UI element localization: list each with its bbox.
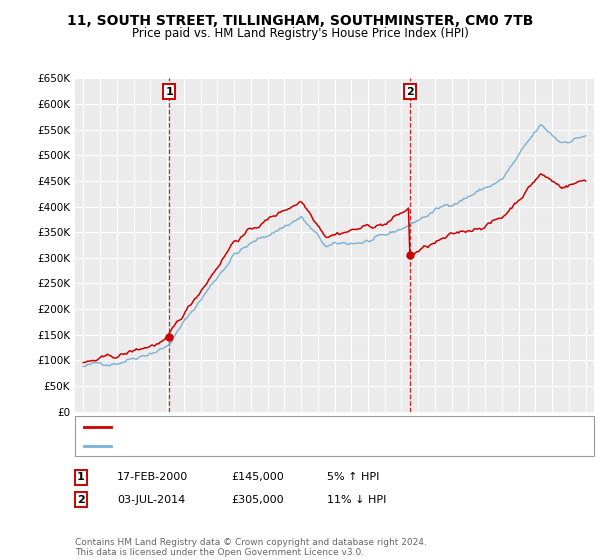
Text: £145,000: £145,000 xyxy=(231,472,284,482)
Text: 11% ↓ HPI: 11% ↓ HPI xyxy=(327,494,386,505)
Text: 11, SOUTH STREET, TILLINGHAM, SOUTHMINSTER, CM0 7TB (detached house): 11, SOUTH STREET, TILLINGHAM, SOUTHMINST… xyxy=(115,422,521,432)
Text: 11, SOUTH STREET, TILLINGHAM, SOUTHMINSTER, CM0 7TB: 11, SOUTH STREET, TILLINGHAM, SOUTHMINST… xyxy=(67,14,533,28)
Text: Price paid vs. HM Land Registry's House Price Index (HPI): Price paid vs. HM Land Registry's House … xyxy=(131,27,469,40)
Text: 2: 2 xyxy=(77,494,85,505)
Text: £305,000: £305,000 xyxy=(231,494,284,505)
Text: 1: 1 xyxy=(77,472,85,482)
Text: 17-FEB-2000: 17-FEB-2000 xyxy=(117,472,188,482)
Text: Contains HM Land Registry data © Crown copyright and database right 2024.
This d: Contains HM Land Registry data © Crown c… xyxy=(75,538,427,557)
Text: 03-JUL-2014: 03-JUL-2014 xyxy=(117,494,185,505)
Text: 2: 2 xyxy=(406,87,414,97)
Text: HPI: Average price, detached house, Maldon: HPI: Average price, detached house, Mald… xyxy=(115,441,346,450)
Text: 5% ↑ HPI: 5% ↑ HPI xyxy=(327,472,379,482)
Text: 1: 1 xyxy=(165,87,173,97)
